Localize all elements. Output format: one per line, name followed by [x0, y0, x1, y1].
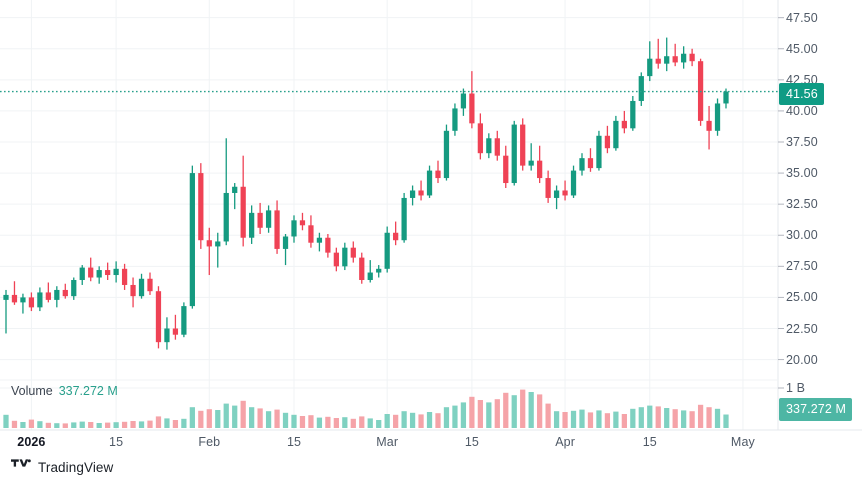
volume-legend[interactable]: Volume 337.272 M	[11, 385, 118, 398]
horizontal-gridlines	[0, 17, 778, 389]
pane-separator	[0, 0, 862, 431]
vertical-gridlines	[30, 0, 744, 430]
volume-axis-tick: 1 B	[786, 381, 806, 395]
tradingview-wordmark: TradingView	[38, 460, 114, 476]
current-volume-badge[interactable]: 337.272 M	[779, 398, 852, 421]
candlesticks	[3, 37, 729, 350]
current-price-badge[interactable]: 41.56	[779, 82, 824, 105]
tradingview-branding[interactable]: TradingView	[11, 459, 114, 477]
tradingview-logo-icon	[11, 459, 31, 477]
volume-legend-title: Volume	[11, 384, 53, 398]
volume-bars	[3, 389, 729, 428]
volume-legend-value: 337.272 M	[58, 384, 118, 398]
